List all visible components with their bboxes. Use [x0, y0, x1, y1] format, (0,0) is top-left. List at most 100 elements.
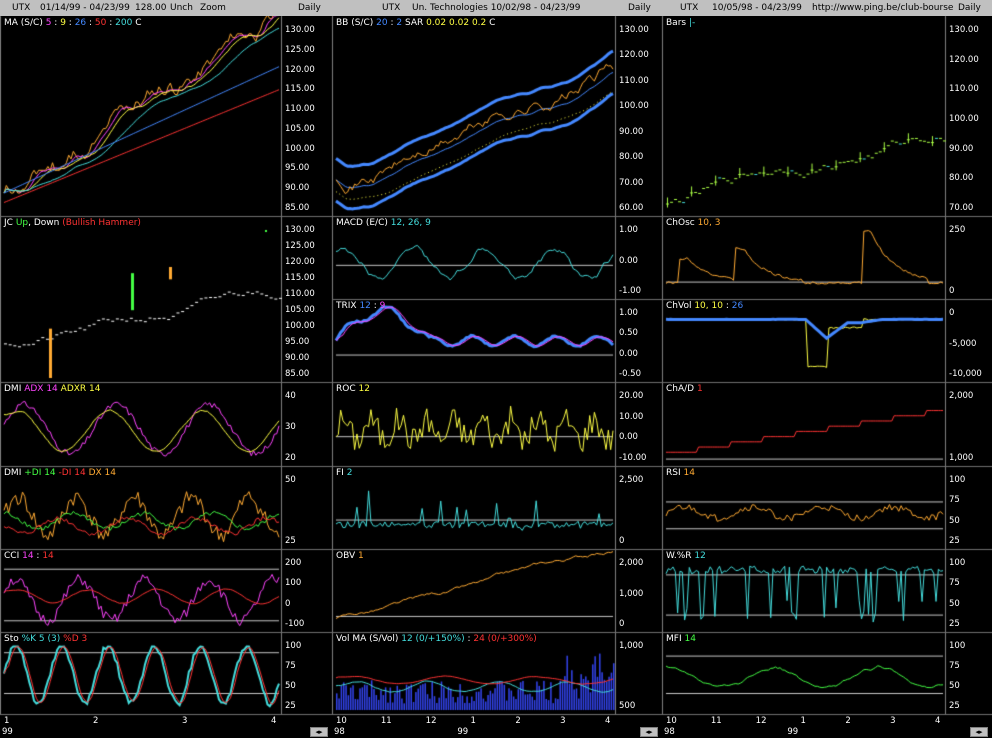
axis-tick-label: 90.00 — [949, 143, 974, 154]
axis-tick-label: 250 — [949, 225, 966, 235]
panel-legend-cci: CCI 14 : 14 — [4, 551, 54, 561]
legend-segment: %D 3 — [63, 634, 88, 644]
legend-segment: MACD (E/C) — [336, 218, 391, 228]
x-axis-year: 99 — [2, 727, 13, 737]
header-symbol: UTX — [382, 3, 401, 13]
x-axis-year: 98 — [334, 727, 345, 737]
axis-tick-label: 125.00 — [285, 241, 315, 251]
axis-tick-label: 0 — [619, 536, 625, 546]
axis-tick-label: 1.00 — [619, 308, 638, 318]
legend-segment: Vol — [336, 634, 353, 644]
legend-segment: 0.02 — [449, 18, 470, 28]
legend-segment: MA (S/Vol) — [352, 634, 402, 644]
legend-segment: 12 (0/+150%) — [401, 634, 465, 644]
x-axis-label: 11 — [710, 716, 722, 726]
axis-tick-label: 25 — [949, 536, 960, 546]
period-selector[interactable]: Daily — [958, 3, 981, 13]
legend-segment: : — [722, 301, 732, 311]
panel-legend-obv: OBV 1 — [336, 551, 364, 561]
legend-segment: MA (S/C) — [4, 18, 43, 28]
axis-tick-label: 70.00 — [619, 177, 644, 188]
legend-segment: ChVol — [666, 301, 695, 311]
legend-segment: , — [28, 218, 34, 228]
legend-segment: 14 — [684, 634, 696, 644]
axis-tick-label: 95.00 — [285, 163, 310, 174]
legend-segment: 14 — [42, 551, 54, 561]
axis-tick-label: -10.00 — [619, 453, 647, 463]
panel-legend-wr: W.%R 12 — [666, 551, 706, 561]
legend-segment: W.%R — [666, 551, 695, 561]
axis-tick-label: 110.00 — [285, 289, 315, 299]
legend-segment: 12 — [694, 551, 706, 561]
legend-segment: 50 — [94, 18, 107, 28]
legend-segment: : — [106, 18, 116, 28]
axis-tick-label: 0.00 — [619, 432, 638, 443]
legend-segment: : — [86, 18, 95, 28]
panel-legend-dmi2: DMI +DI 14 -DI 14 DX 14 — [4, 468, 116, 478]
axis-tick-label: 125.00 — [285, 44, 315, 55]
axis-tick-label: 1.00 — [619, 225, 638, 235]
axis-tick-label: 0.50 — [619, 328, 638, 339]
axis-tick-label: 90.00 — [619, 126, 644, 137]
axis-tick-label: 60.00 — [619, 203, 644, 213]
axis-tick-label: 80.00 — [619, 152, 644, 163]
legend-segment: 1 — [358, 551, 364, 561]
panel-legend-chad: ChA/D 1 — [666, 384, 703, 394]
axis-tick-label: 75 — [949, 495, 960, 506]
axis-tick-label: 100 — [949, 475, 966, 485]
legend-segment: DMI — [4, 384, 25, 394]
panel-legend-jc: JC Up, Down (Bullish Hammer) — [4, 218, 141, 228]
x-axis-label: 1 — [470, 716, 476, 726]
axis-tick-label: 105.00 — [285, 305, 315, 315]
period-selector[interactable]: Daily — [628, 3, 651, 13]
axis-tick-label: 40 — [285, 391, 296, 401]
axis-tick-label: 1,000 — [949, 453, 974, 463]
column-header-3: UTX 10/05/98 - 04/23/99 http://www.ping.be… — [662, 0, 992, 16]
x-axis-label: 3 — [890, 716, 896, 726]
panel-legend-trix: TRIX 12 : 9 — [336, 301, 385, 311]
panel-legend-chosc: ChOsc 10, 3 — [666, 218, 720, 228]
panel-legend-bb: BB (S/C) 20 : 2 SAR 0.02 0.02 0.2 C — [336, 18, 495, 28]
panel-legend-vol: Vol MA (S/Vol) 12 (0/+150%) : 24 (0/+300… — [336, 634, 537, 644]
axis-tick-label: 25 — [285, 536, 296, 546]
scroll-arrows[interactable]: ◂▸ — [310, 727, 328, 737]
axis-tick-label: 100 — [949, 641, 966, 651]
legend-segment: C — [132, 18, 142, 28]
axis-tick-label: 90.00 — [285, 183, 310, 194]
axis-tick-label: 100 — [285, 641, 302, 651]
axis-tick-label: 2,500 — [619, 475, 644, 485]
axis-tick-label: 0 — [619, 619, 625, 629]
panel-legend-fi: FI 2 — [336, 468, 352, 478]
x-axis-label: 12 — [425, 716, 437, 726]
scroll-arrows[interactable]: ◂▸ — [970, 727, 988, 737]
axis-tick-label: 1,000 — [619, 641, 644, 651]
column-header-1: UTX 01/14/99 - 04/23/99 128.00 Unch Zoom Dail… — [0, 0, 332, 16]
axis-tick-label: 25 — [285, 701, 296, 711]
x-axis-label: 1 — [800, 716, 806, 726]
header-symbol: UTX — [680, 3, 699, 13]
legend-segment: Bars — [666, 18, 689, 28]
axis-tick-label: 70.00 — [949, 203, 974, 213]
legend-segment: 12 — [358, 384, 370, 394]
axis-tick-label: 130.00 — [619, 25, 649, 35]
axis-tick-label: 50 — [949, 598, 960, 609]
axis-tick-label: 90.00 — [285, 353, 310, 363]
x-axis-label: 2 — [845, 716, 851, 726]
scroll-arrows[interactable]: ◂▸ — [640, 727, 658, 737]
axis-tick-label: 95.00 — [285, 337, 310, 347]
axis-tick-label: 30 — [285, 422, 296, 432]
period-selector[interactable]: Daily — [298, 3, 321, 13]
legend-segment: : — [464, 634, 474, 644]
x-axis-year: 99 — [457, 727, 469, 737]
panel-legend-ma: MA (S/C) 5 : 9 : 26 : 50 : 200 C — [4, 18, 141, 28]
x-axis-label: 12 — [755, 716, 767, 726]
legend-segment: |- — [688, 18, 696, 28]
legend-segment: 10, 10 — [694, 301, 723, 311]
legend-segment: TRIX — [336, 301, 360, 311]
axis-tick-label: 100 — [285, 578, 302, 589]
panel-legend-chvol: ChVol 10, 10 : 26 — [666, 301, 743, 311]
legend-segment: : — [51, 18, 61, 28]
x-axis-label: 3 — [560, 716, 566, 726]
